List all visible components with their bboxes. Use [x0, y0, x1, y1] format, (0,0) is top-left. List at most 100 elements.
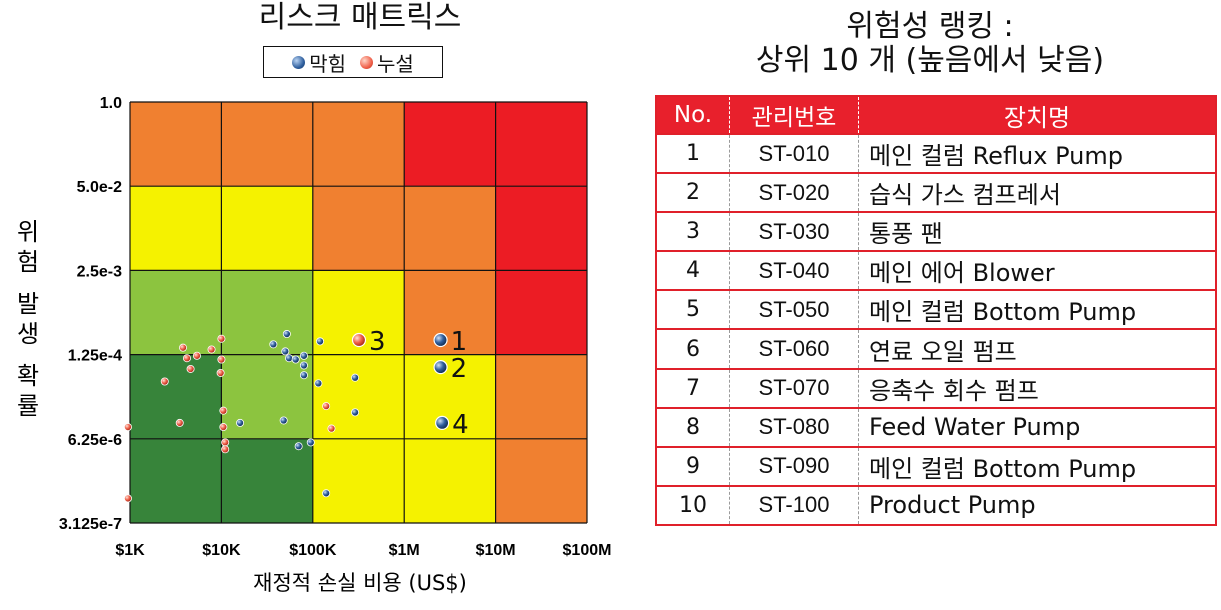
risk-zone-cell: [495, 186, 587, 271]
cell-no: 2: [657, 172, 730, 213]
x-tick-label: $10M: [476, 542, 516, 559]
legend-blue-marker-icon: [292, 55, 306, 69]
y-axis-label-char: 률: [17, 392, 39, 420]
leak-point: [123, 494, 132, 503]
cell-name: 메인 컬럼 Bottom Pump: [858, 289, 1215, 330]
leak-point: [216, 368, 225, 377]
risk-zone-cell: [495, 270, 587, 355]
y-tick-label: 3.125e-7: [59, 516, 122, 533]
ranking-title-line1: 위험성 랭킹 :: [846, 9, 1014, 44]
x-tick-label: $100M: [563, 542, 612, 559]
cell-name: Product Pump: [858, 484, 1215, 524]
risk-zone-cell: [312, 354, 405, 439]
table-row: 7 ST-070 응축수 회수 펌프: [657, 367, 1215, 408]
y-tick-label: 6.25e-6: [68, 432, 122, 449]
cell-no: 3: [657, 211, 730, 252]
risk-zone-cell: [221, 354, 313, 439]
x-tick-label: $10K: [202, 542, 241, 559]
cell-id: ST-050: [729, 289, 859, 330]
chart-legend: 막힘 누설: [263, 46, 443, 78]
risk-zone-cell: [495, 354, 587, 439]
table-row: 9 ST-090 메인 컬럼 Bottom Pump: [657, 445, 1215, 486]
risk-zone-cell: [404, 438, 496, 523]
blockage-point: [269, 340, 278, 349]
legend-label-leak: 누설: [377, 51, 414, 76]
risk-zone-cell: [404, 270, 496, 355]
cell-id: ST-070: [729, 367, 859, 408]
risk-zone-cell: [495, 438, 587, 523]
risk-zone-cell: [495, 102, 587, 187]
risk-zone-cell: [404, 186, 496, 271]
leak-point: [175, 418, 184, 427]
table-row: 6 ST-060 연료 오일 펌프: [657, 328, 1215, 369]
x-tick-labels: $1K $10K $100K $1M $10M $100M: [115, 542, 611, 559]
risk-zone-cell: [312, 438, 405, 523]
blockage-point: [316, 337, 325, 346]
cell-no: 4: [657, 250, 730, 291]
blockage-point: [291, 355, 300, 364]
y-tick-label: 1.25e-4: [68, 348, 122, 365]
leak-point: [351, 332, 367, 348]
blockage-point: [279, 416, 288, 425]
risk-zone-cell: [221, 186, 313, 271]
blockage-point: [435, 415, 450, 431]
blockage-point: [299, 361, 308, 370]
ranking-table: No. 관리번호 장치명 1 ST-010 메인 컬럼 Reflux Pump …: [655, 95, 1217, 526]
risk-matrix-chart: $1K $10K $100K $1M $10M $100M 3.125e-7 6.25e-6…: [17, 95, 612, 595]
point-rank-label: 3: [369, 327, 386, 357]
blockage-point: [322, 489, 331, 498]
cell-id: ST-030: [729, 211, 859, 252]
leak-point: [219, 406, 228, 415]
y-tick-label: 1.0: [100, 95, 122, 112]
table-row: 3 ST-030 통풍 팬: [657, 211, 1215, 252]
table-row: 8 ST-080 Feed Water Pump: [657, 406, 1215, 447]
zones-layer: [130, 102, 587, 523]
table-row: 4 ST-040 메인 에어 Blower: [657, 250, 1215, 291]
cell-id: ST-060: [729, 328, 859, 369]
header-id: 관리번호: [729, 97, 859, 134]
table-row: 5 ST-050 메인 컬럼 Bottom Pump: [657, 289, 1215, 330]
cell-no: 10: [657, 484, 730, 524]
table-row: 10 ST-100 Product Pump: [657, 484, 1215, 524]
blockage-point: [314, 379, 323, 388]
leak-point: [217, 334, 226, 343]
leak-point: [221, 445, 230, 454]
ranking-title: 위험성 랭킹 : 상위 10 개 (높음에서 낮음): [650, 10, 1210, 78]
cell-id: ST-090: [729, 445, 859, 486]
blockage-point: [306, 438, 315, 447]
blockage-point: [433, 332, 448, 348]
y-axis-label-char: 위: [17, 218, 39, 246]
leak-point: [123, 423, 132, 432]
risk-zone-cell: [221, 438, 313, 523]
risk-zone-cell: [130, 354, 222, 439]
cell-name: 메인 에어 Blower: [858, 250, 1215, 291]
data-points: 12 4 3: [123, 327, 469, 503]
header-no: No.: [657, 97, 730, 134]
risk-zone-cell: [221, 270, 313, 355]
cell-id: ST-010: [729, 132, 859, 174]
ranking-header-row: No. 관리번호 장치명: [657, 97, 1215, 134]
risk-zone-cell: [312, 102, 405, 187]
leak-point: [322, 402, 331, 411]
y-tick-labels: 3.125e-7 6.25e-6 1.25e-4 2.5e-3 5.0e-2 1.0: [59, 95, 122, 533]
cell-name: 통풍 팬: [858, 211, 1215, 252]
cell-id: ST-080: [729, 406, 859, 447]
blockage-point: [299, 371, 308, 380]
legend-label-blockage: 막힘: [309, 51, 346, 76]
grid-layer: [129, 101, 588, 524]
blockage-point: [282, 330, 291, 339]
cell-id: ST-020: [729, 172, 859, 213]
leak-point: [221, 438, 230, 447]
leak-point: [192, 351, 201, 360]
leak-point: [207, 345, 216, 354]
point-rank-label: 2: [451, 354, 468, 384]
risk-zone-cell: [130, 270, 222, 355]
leak-point: [219, 423, 228, 432]
leak-point: [182, 354, 191, 363]
y-tick-label: 5.0e-2: [77, 179, 122, 196]
x-tick-label: $1K: [115, 542, 145, 559]
cell-name: 메인 컬럼 Reflux Pump: [858, 132, 1215, 174]
risk-zone-cell: [130, 186, 222, 271]
blockage-point: [351, 373, 360, 382]
